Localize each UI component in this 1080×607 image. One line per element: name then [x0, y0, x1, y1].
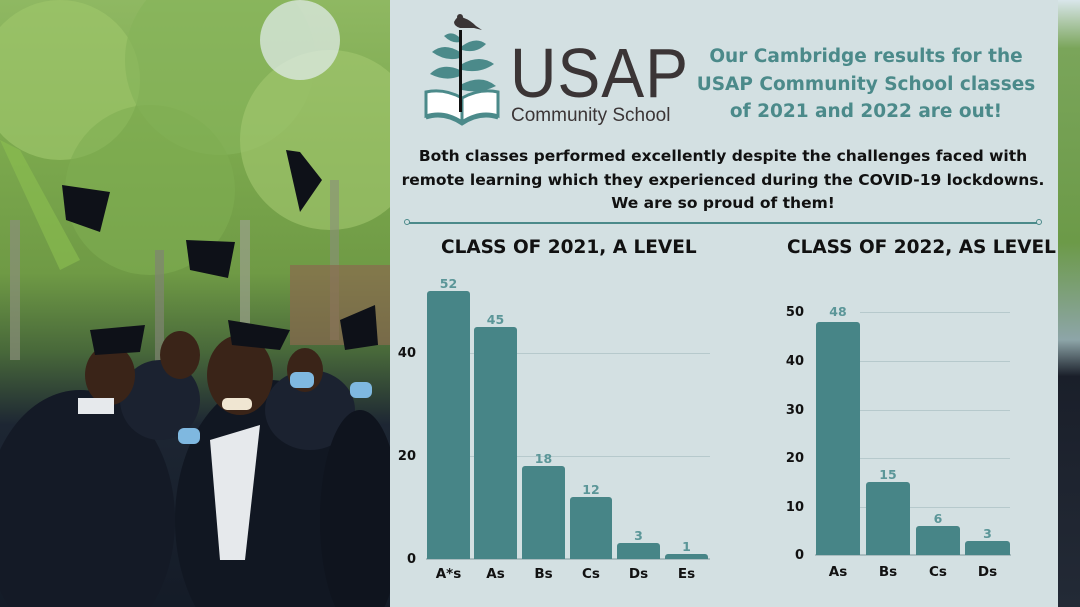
x-tick: Bs: [878, 564, 898, 580]
gridline-50: [816, 312, 1010, 313]
y-tick: 10: [785, 500, 804, 515]
bar-value-label: 1: [682, 539, 691, 554]
y-tick: 0: [794, 548, 804, 563]
chart-title-2021: CLASS OF 2021, A LEVEL: [441, 237, 697, 258]
x-axis-baseline: [815, 554, 1011, 556]
photo-illustration: [0, 0, 390, 607]
gridline-20: [860, 458, 1010, 459]
x-tick: Ds: [628, 566, 649, 582]
bar-value-label: 3: [634, 528, 643, 543]
bar-value-label: 45: [486, 312, 505, 327]
gridline-40: [860, 361, 1010, 362]
bar-value-label: 6: [933, 511, 943, 526]
bar-c: [916, 526, 960, 555]
bar-a-star: [427, 291, 470, 559]
intro-line: remote learning which they experienced d…: [401, 170, 1045, 189]
gridline-30: [860, 410, 1010, 411]
logo-subtitle: Community School: [511, 105, 671, 126]
x-tick: As: [486, 566, 505, 582]
bar-e: [665, 554, 708, 559]
intro-paragraph: Both classes performed excellently despi…: [398, 145, 1048, 216]
bar-value-label: 15: [879, 467, 897, 482]
gridline-40: [470, 353, 710, 354]
y-tick: 20: [397, 449, 416, 464]
x-axis-baseline: [426, 558, 710, 560]
headline-line: USAP Community School classes: [696, 73, 1036, 95]
graduation-photo-right: [1058, 0, 1080, 607]
divider-line: [407, 222, 1039, 224]
x-tick: As: [828, 564, 848, 580]
graduation-photo-left: [0, 0, 390, 607]
bar-d: [965, 541, 1010, 555]
bar-value-label: 52: [439, 276, 458, 291]
intro-line: We are so proud of them!: [611, 194, 835, 212]
gridline-20: [470, 456, 710, 457]
x-tick: Bs: [534, 566, 553, 582]
y-tick: 40: [397, 346, 416, 361]
bar-value-label: 18: [534, 451, 553, 466]
book-plant-bird-icon: [424, 12, 504, 127]
y-tick: 20: [785, 451, 804, 466]
y-tick: 30: [785, 403, 804, 418]
headline-line: Our Cambridge results for the: [709, 46, 1023, 67]
y-tick: 40: [785, 354, 804, 369]
x-tick: Cs: [582, 566, 600, 582]
bar-a: [474, 327, 517, 559]
y-tick: 50: [785, 305, 804, 320]
bar-a: [816, 322, 860, 555]
bar-b: [866, 482, 910, 555]
x-tick: Cs: [929, 564, 947, 580]
bar-value-label: 12: [582, 482, 600, 497]
x-tick: A*s: [435, 566, 462, 582]
bar-b: [522, 466, 565, 559]
y-tick: 0: [406, 552, 416, 567]
logo-wordmark: USAP: [510, 34, 690, 112]
divider-endpoint-left: [404, 219, 410, 225]
bar-d: [617, 543, 660, 559]
headline-line: of 2021 and 2022 are out!: [729, 101, 1003, 122]
divider-endpoint-right: [1036, 219, 1042, 225]
bar-value-label: 3: [983, 526, 992, 541]
bar-value-label: 48: [816, 305, 860, 319]
headline: Our Cambridge results for the USAP Commu…: [696, 43, 1036, 126]
x-tick: Es: [677, 566, 696, 582]
bar-c: [570, 497, 612, 559]
chart-title-2022: CLASS OF 2022, AS LEVEL: [787, 237, 1056, 258]
intro-line: Both classes performed excellently despi…: [418, 147, 1028, 165]
x-tick: Ds: [977, 564, 998, 580]
gridline-10: [860, 507, 1010, 508]
